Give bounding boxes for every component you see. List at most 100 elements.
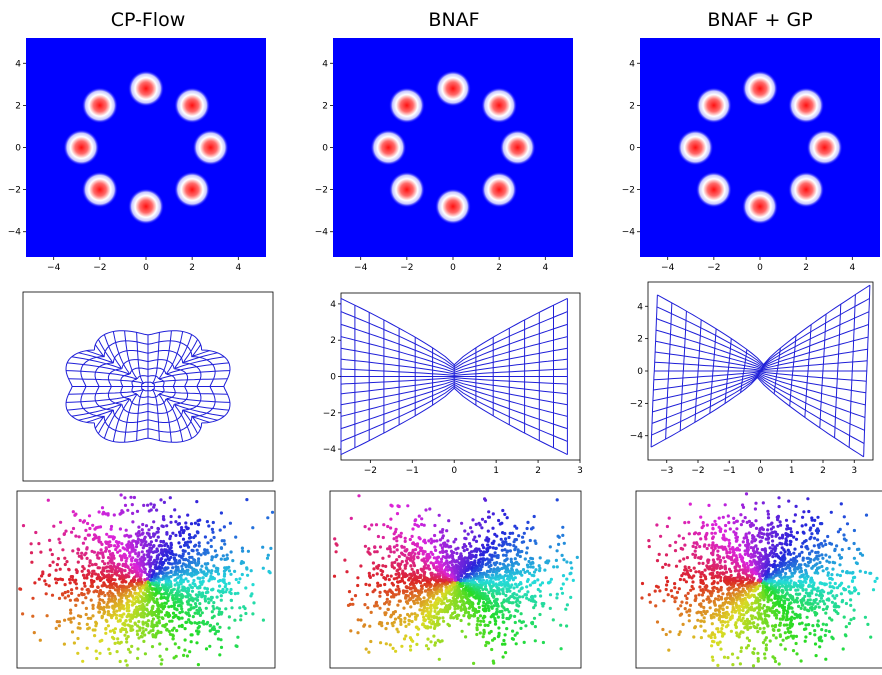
cp-flow-scatter-point — [68, 598, 72, 602]
cp-flow-scatter-point — [140, 562, 144, 566]
bnaf-scatter-point — [396, 580, 400, 584]
bnaf-gp-scatter-point — [687, 532, 691, 536]
bnaf-scatter-point — [448, 598, 452, 603]
bnaf-scatter-point — [501, 655, 505, 659]
bnaf-scatter-point — [490, 573, 495, 577]
cp-flow-scatter-point — [171, 637, 175, 641]
bnaf-scatter-point — [468, 553, 472, 558]
cp-flow-scatter-point — [215, 595, 219, 599]
cp-flow-scatter-point — [57, 537, 61, 541]
bnaf-scatter-point — [513, 557, 517, 561]
bnaf-scatter-point — [421, 622, 425, 626]
bnaf-gp-scatter-point — [830, 600, 835, 604]
cp-flow-scatter-point — [85, 556, 89, 561]
bnaf-scatter-point — [395, 539, 399, 543]
cp-flow-scatter-point — [150, 546, 154, 551]
cp-flow-scatter-point — [80, 551, 84, 555]
cp-flow-scatter-point — [124, 559, 128, 563]
cp-flow-scatter-point — [124, 596, 128, 600]
cp-flow-scatter-point — [174, 607, 178, 611]
cp-flow-scatter-point — [227, 615, 231, 619]
cp-flow-density-xtick-label: 0 — [143, 263, 149, 273]
bnaf-scatter-point — [412, 557, 416, 561]
bnaf-gp-grid-line — [656, 311, 870, 368]
bnaf-scatter-point — [367, 527, 371, 531]
bnaf-gp-scatter-point — [826, 534, 830, 539]
cp-flow-scatter-point — [93, 634, 97, 638]
bnaf-scatter-point — [411, 586, 415, 590]
bnaf-scatter-point — [464, 574, 468, 579]
bnaf-scatter-point — [516, 553, 520, 557]
bnaf-scatter-point — [492, 661, 496, 665]
cp-flow-scatter-point — [160, 563, 164, 567]
bnaf-scatter-point — [381, 556, 385, 560]
cp-flow-scatter-point — [143, 570, 147, 575]
cp-flow-scatter-point — [165, 531, 169, 535]
cp-flow-scatter-point — [145, 583, 149, 587]
cp-flow-density-mode — [81, 87, 118, 124]
bnaf-scatter-point — [528, 571, 532, 576]
bnaf-scatter-point — [548, 545, 552, 549]
bnaf-scatter-point — [485, 536, 489, 540]
cp-flow-scatter-point — [177, 541, 181, 545]
bnaf-scatter-point — [443, 609, 447, 614]
bnaf-gp-scatter-point — [801, 541, 805, 545]
cp-flow-scatter-point — [181, 537, 186, 541]
bnaf-scatter-point — [353, 594, 358, 598]
cp-flow-scatter-point — [170, 549, 174, 554]
cp-flow-scatter-point — [133, 564, 137, 568]
bnaf-scatter-point — [439, 571, 444, 575]
bnaf-gp-grid-xtick-label: −3 — [660, 466, 673, 476]
bnaf-gp-scatter-point — [771, 628, 775, 632]
cp-flow-scatter-point — [180, 564, 184, 568]
bnaf-scatter-point — [416, 556, 420, 560]
cp-flow-scatter-point — [55, 563, 60, 567]
cp-flow-scatter-point — [176, 589, 180, 593]
bnaf-gp-scatter-point — [779, 643, 783, 647]
bnaf-scatter-point — [456, 604, 460, 608]
bnaf-scatter-point — [548, 606, 552, 611]
bnaf-scatter-point — [397, 589, 401, 594]
bnaf-scatter-point — [382, 523, 386, 527]
bnaf-scatter-point — [472, 661, 476, 666]
bnaf-scatter-point — [459, 618, 463, 623]
cp-flow-scatter-point — [210, 558, 214, 562]
cp-flow-scatter-point — [90, 563, 94, 567]
cp-flow-scatter-point — [195, 621, 199, 626]
bnaf-scatter-point — [468, 542, 472, 546]
cp-flow-scatter-point — [212, 564, 216, 568]
cp-flow-scatter-point — [154, 633, 158, 637]
bnaf-gp-scatter-point — [677, 587, 681, 591]
cp-flow-scatter-point — [184, 558, 188, 562]
cp-flow-scatter-point — [54, 568, 58, 572]
cp-flow-scatter-point — [142, 566, 146, 571]
bnaf-scatter-point — [420, 517, 424, 521]
bnaf-scatter-point — [559, 587, 564, 591]
bnaf-scatter-point — [568, 572, 572, 576]
cp-flow-scatter-point — [96, 566, 100, 570]
bnaf-scatter-point — [459, 592, 463, 597]
bnaf-gp-scatter-point — [716, 553, 720, 557]
bnaf-scatter-point — [482, 619, 486, 624]
bnaf-gp-scatter-point — [803, 606, 807, 610]
bnaf-scatter-point — [362, 624, 366, 628]
bnaf-gp-scatter-point — [711, 523, 715, 527]
cp-flow-scatter-point — [110, 570, 114, 574]
cp-flow-scatter-point — [85, 546, 89, 550]
cp-flow-scatter-point — [123, 633, 127, 637]
bnaf-scatter-point — [405, 556, 409, 560]
cp-flow-scatter-point — [71, 549, 75, 553]
cp-flow-scatter-point — [180, 607, 184, 611]
cp-flow-scatter-point — [198, 613, 202, 618]
bnaf-scatter-point — [468, 561, 473, 565]
cp-flow-scatter-point — [180, 528, 184, 532]
bnaf-scatter-point — [555, 596, 559, 600]
bnaf-gp-scatter-point — [771, 543, 775, 547]
bnaf-scatter-point — [480, 517, 485, 521]
bnaf-scatter-point — [414, 615, 418, 619]
cp-flow-scatter-point — [58, 567, 62, 571]
cp-flow-scatter-point — [216, 637, 220, 641]
cp-flow-scatter-point — [163, 548, 167, 552]
cp-flow-scatter-point — [117, 593, 121, 597]
